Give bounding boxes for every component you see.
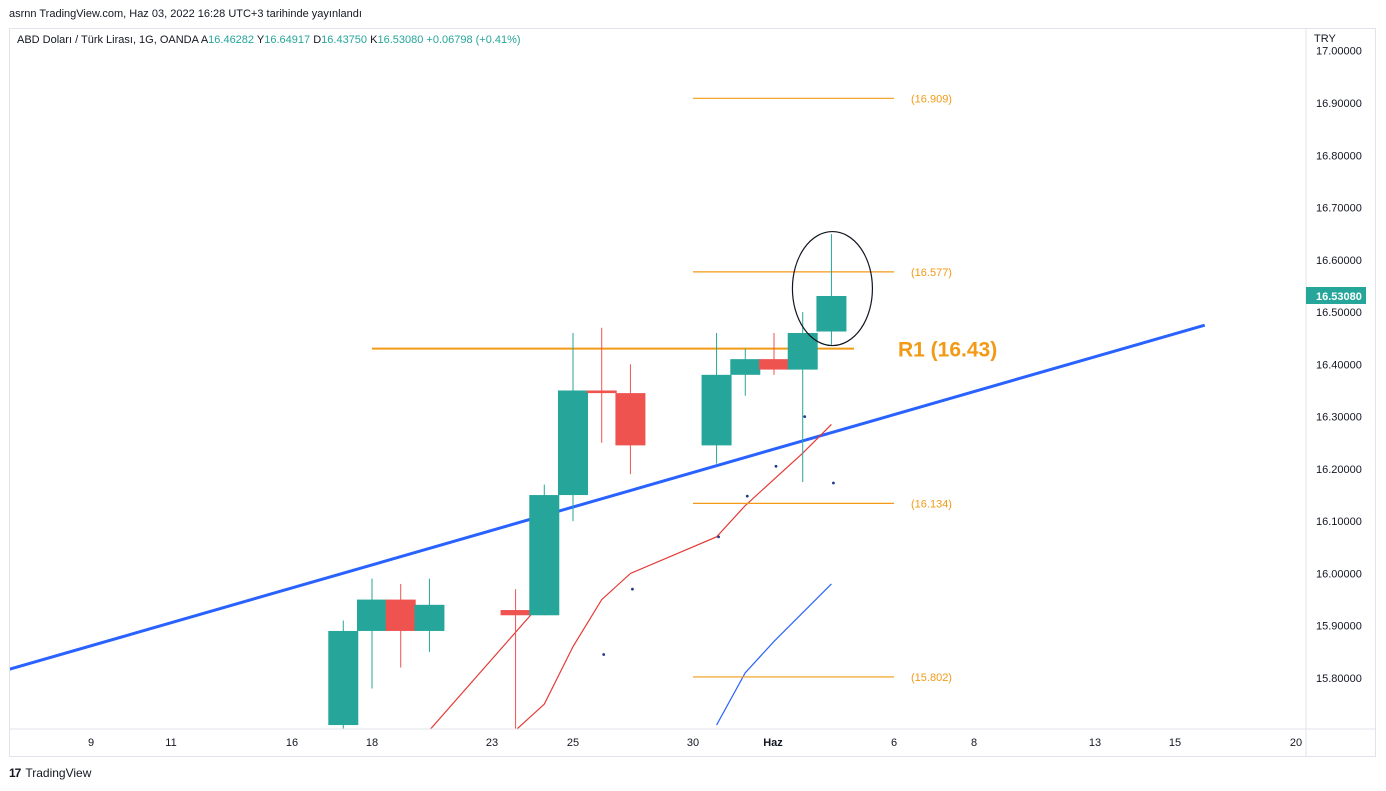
price-axis-tick: 16.50000 bbox=[1316, 307, 1362, 319]
candle-up bbox=[816, 234, 847, 345]
open-value: 16.46282 bbox=[208, 34, 255, 46]
open-label: A bbox=[200, 34, 209, 46]
time-axis-tick: Haz bbox=[763, 737, 783, 749]
psar-dot bbox=[631, 587, 634, 591]
candle-body bbox=[701, 374, 732, 446]
candle-body bbox=[558, 390, 588, 496]
price-axis-tick: 16.40000 bbox=[1316, 359, 1362, 371]
candle-body bbox=[357, 599, 387, 631]
high-label: Y bbox=[256, 34, 265, 46]
candle-up bbox=[328, 620, 359, 729]
price-axis-tick: 16.90000 bbox=[1316, 98, 1362, 110]
tradingview-logo-icon: 17 bbox=[9, 766, 21, 780]
fast-ma-line bbox=[516, 424, 832, 729]
candle-down bbox=[586, 327, 617, 443]
candle-up bbox=[414, 578, 445, 652]
candle-up bbox=[357, 578, 387, 689]
psar-dot bbox=[803, 415, 807, 419]
psar-dot bbox=[832, 481, 835, 485]
time-axis-tick: 18 bbox=[366, 737, 378, 749]
candle-down bbox=[615, 364, 646, 475]
last-price-tag bbox=[1306, 286, 1366, 304]
candle-body bbox=[328, 630, 359, 726]
psar-dot bbox=[602, 653, 606, 656]
close-label: K bbox=[370, 34, 378, 46]
candle-up bbox=[558, 333, 588, 522]
time-axis-tick: 9 bbox=[88, 737, 94, 749]
time-axis-tick: 11 bbox=[165, 737, 176, 749]
price-axis-tick: 16.30000 bbox=[1316, 412, 1362, 424]
candle-down bbox=[500, 589, 531, 729]
time-axis-tick: 15 bbox=[1169, 737, 1181, 749]
change-value: +0.06798 (+0.41%) bbox=[426, 34, 521, 46]
candle-up bbox=[701, 333, 732, 464]
time-axis-tick: 25 bbox=[567, 737, 579, 749]
symbol-legend: ABD Doları / Türk Lirası, 1G, OANDA A16.… bbox=[17, 34, 521, 46]
psar-dot bbox=[745, 494, 749, 498]
candle-up bbox=[787, 312, 818, 482]
fast-ma-line-segment bbox=[429, 599, 545, 729]
candle-body bbox=[500, 610, 531, 616]
trendline bbox=[10, 323, 1206, 671]
candle-body bbox=[730, 359, 761, 375]
price-axis-tick: 15.80000 bbox=[1316, 673, 1362, 685]
time-axis-tick: 23 bbox=[486, 737, 498, 749]
low-value: 16.43750 bbox=[321, 34, 368, 46]
level-label: (15.802) bbox=[911, 672, 952, 684]
candle-body bbox=[586, 390, 617, 394]
time-axis-tick: 30 bbox=[687, 737, 699, 749]
chart-frame[interactable] bbox=[9, 28, 1376, 757]
level-label: (16.134) bbox=[911, 498, 952, 510]
r1-label: R1 (16.43) bbox=[898, 339, 997, 362]
candle-body bbox=[529, 495, 560, 616]
level-label: (16.577) bbox=[911, 267, 952, 279]
plot-area bbox=[10, 97, 1206, 729]
currency-label: TRY bbox=[1314, 33, 1336, 45]
candle-down bbox=[385, 583, 416, 668]
price-axis-tick: 16.70000 bbox=[1316, 203, 1362, 215]
time-axis-tick: 13 bbox=[1089, 737, 1101, 749]
close-value: 16.53080 bbox=[377, 34, 424, 46]
candle-down bbox=[759, 333, 789, 375]
candle-body bbox=[385, 599, 416, 631]
price-axis-tick: 16.60000 bbox=[1316, 255, 1362, 267]
high-value: 16.64917 bbox=[264, 34, 311, 46]
tradingview-brand-text: TradingView bbox=[25, 766, 92, 780]
highlight-circle bbox=[791, 230, 874, 347]
price-axis-tick: 16.10000 bbox=[1316, 516, 1362, 528]
candle-body bbox=[816, 295, 847, 332]
candle-up bbox=[730, 348, 761, 396]
price-axis-tick: 17.00000 bbox=[1316, 46, 1362, 58]
price-axis-tick: 16.20000 bbox=[1316, 464, 1362, 476]
symbol-title: ABD Doları / Türk Lirası, 1G, OANDA bbox=[17, 34, 199, 46]
price-axis-tick: 15.90000 bbox=[1316, 621, 1362, 633]
low-label: D bbox=[313, 34, 322, 46]
candle-body bbox=[615, 393, 646, 446]
last-price-tag-text: 16.53080 bbox=[1316, 291, 1362, 303]
tradingview-logo[interactable]: 17 TradingView bbox=[9, 766, 91, 780]
price-axis-tick: 16.80000 bbox=[1316, 150, 1362, 162]
candle-body bbox=[759, 359, 789, 370]
time-axis-tick: 20 bbox=[1290, 737, 1302, 749]
psar-dot bbox=[774, 464, 778, 468]
chart-attribution: asrnn TradingView.com, Haz 03, 2022 16:2… bbox=[9, 8, 362, 20]
price-axis-tick: 16.00000 bbox=[1316, 568, 1362, 580]
candle-body bbox=[414, 604, 445, 631]
time-axis-tick: 6 bbox=[891, 737, 897, 749]
slow-ma-line bbox=[716, 583, 832, 726]
time-axis-tick: 16 bbox=[286, 737, 298, 749]
time-axis-tick: 8 bbox=[971, 737, 977, 749]
candle-up bbox=[529, 484, 560, 616]
level-label: (16.909) bbox=[911, 93, 952, 105]
psar-dot bbox=[717, 535, 720, 539]
